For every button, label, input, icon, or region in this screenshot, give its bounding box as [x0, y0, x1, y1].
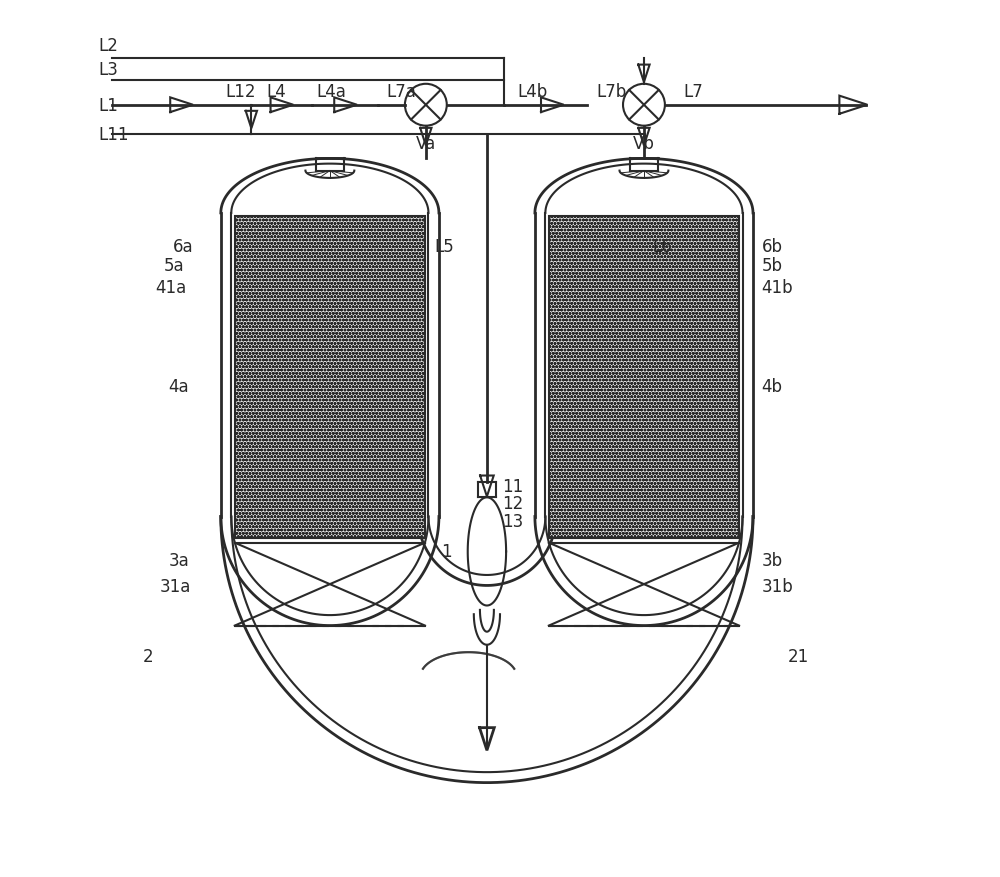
Text: L7: L7	[683, 83, 703, 101]
Text: Vb: Vb	[633, 135, 655, 153]
Text: 4a: 4a	[168, 377, 189, 396]
Text: 1: 1	[441, 543, 452, 560]
Text: 11: 11	[503, 477, 524, 496]
Text: L6: L6	[653, 238, 672, 256]
Text: L1: L1	[99, 96, 119, 115]
Text: 3a: 3a	[168, 552, 189, 569]
Text: L12: L12	[225, 83, 256, 101]
Text: 12: 12	[503, 495, 524, 513]
Polygon shape	[549, 217, 739, 538]
Text: 31b: 31b	[762, 578, 793, 595]
Text: 13: 13	[503, 512, 524, 531]
Text: 5b: 5b	[762, 257, 783, 275]
Text: 6a: 6a	[173, 238, 193, 256]
Text: 6b: 6b	[762, 238, 783, 256]
Polygon shape	[235, 217, 425, 538]
Text: L7b: L7b	[596, 83, 626, 101]
Text: L4a: L4a	[317, 83, 347, 101]
Text: 31a: 31a	[160, 578, 191, 595]
Text: Va: Va	[416, 135, 436, 153]
Text: L4: L4	[266, 83, 286, 101]
Text: L7a: L7a	[387, 83, 416, 101]
Text: L3: L3	[99, 61, 119, 79]
Text: L4b: L4b	[517, 83, 548, 101]
Text: L2: L2	[99, 37, 119, 55]
Text: 21: 21	[788, 647, 809, 666]
Text: L5: L5	[435, 238, 454, 256]
Text: 5a: 5a	[164, 257, 185, 275]
Text: 4b: 4b	[762, 377, 783, 396]
Text: L11: L11	[99, 126, 129, 144]
Text: 3b: 3b	[762, 552, 783, 569]
Text: 41a: 41a	[155, 279, 187, 296]
Text: 2: 2	[142, 647, 153, 666]
Text: 41b: 41b	[762, 279, 793, 296]
